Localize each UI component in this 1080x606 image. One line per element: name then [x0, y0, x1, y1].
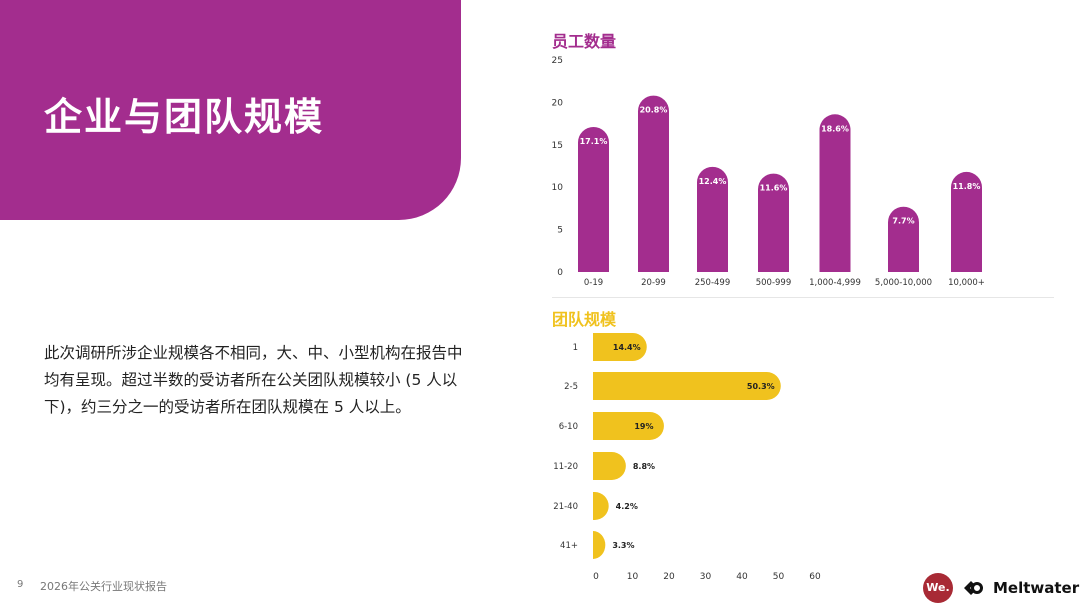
bar: [578, 126, 609, 272]
x-tick-label: 10: [627, 572, 639, 582]
x-tick-label: 60: [809, 572, 821, 582]
bar-value-label: 8.8%: [633, 462, 655, 471]
bar-value-label: 18.6%: [821, 124, 849, 133]
bar: [593, 452, 626, 480]
bar: [758, 173, 789, 272]
bar: [593, 372, 781, 401]
page-number: 9: [17, 579, 24, 590]
x-tick-label: 0: [593, 572, 599, 582]
y-tick-label: 1: [573, 343, 578, 353]
bar-value-label: 4.2%: [616, 502, 638, 511]
y-tick-label: 10: [552, 183, 564, 193]
x-tick-label: 1,000-4,999: [809, 278, 861, 288]
body-paragraph: 此次调研所涉企业规模各不相同，大、中、小型机构在报告中均有呈现。超过半数的受访者…: [44, 344, 463, 416]
bar-value-label: 20.8%: [640, 106, 668, 115]
bar-value-label: 11.6%: [760, 184, 788, 193]
y-tick-label: 2-5: [564, 382, 578, 392]
chart-title-employees: 员工数量: [552, 32, 617, 51]
bar: [951, 171, 982, 272]
bar-value-label: 50.3%: [747, 382, 775, 391]
y-tick-label: 5: [557, 226, 563, 236]
meltwater-icon: [964, 581, 983, 595]
x-tick-label: 20: [663, 572, 675, 582]
bar-value-label: 11.8%: [953, 182, 981, 191]
bar-value-label: 14.4%: [613, 343, 641, 352]
y-tick-label: 41+: [560, 541, 578, 551]
bar-value-label: 19%: [634, 422, 653, 431]
bar: [819, 114, 851, 272]
x-tick-label: 40: [736, 572, 748, 582]
footer-report-title: 2026年公关行业现状报告: [40, 580, 167, 593]
x-tick-label: 20-99: [641, 278, 666, 288]
bar: [593, 412, 664, 440]
bar-value-label: 3.3%: [612, 541, 634, 550]
meltwater-logo: Meltwater: [961, 578, 1079, 598]
y-tick-label: 11-20: [553, 462, 578, 472]
bar-value-label: 17.1%: [580, 137, 608, 146]
bar: [593, 531, 606, 559]
bar: [638, 95, 669, 272]
page-title: 企业与团队规模: [44, 95, 325, 139]
bar: [696, 166, 728, 272]
chart-title-team-size: 团队规模: [552, 310, 617, 329]
y-tick-label: 20: [552, 98, 564, 108]
y-tick-label: 0: [557, 268, 563, 278]
bar-value-label: 12.4%: [699, 177, 727, 186]
x-tick-label: 500-999: [756, 278, 792, 288]
y-tick-label: 6-10: [559, 422, 578, 432]
x-tick-label: 250-499: [695, 278, 731, 288]
bar: [888, 206, 919, 272]
x-tick-label: 30: [700, 572, 712, 582]
chart-divider: [552, 297, 1054, 298]
x-tick-label: 0-19: [584, 278, 603, 288]
x-tick-label: 5,000-10,000: [875, 278, 932, 288]
bar: [593, 492, 609, 520]
meltwater-wordmark: Meltwater: [993, 579, 1080, 597]
y-tick-label: 15: [552, 141, 563, 151]
x-tick-label: 10,000+: [948, 278, 985, 288]
we-logo: We.: [923, 573, 953, 603]
x-tick-label: 50: [773, 572, 785, 582]
bar-value-label: 7.7%: [892, 217, 914, 226]
bar: [593, 333, 647, 361]
title-panel: [0, 0, 461, 220]
y-tick-label: 25: [552, 56, 563, 66]
y-tick-label: 21-40: [553, 502, 578, 512]
